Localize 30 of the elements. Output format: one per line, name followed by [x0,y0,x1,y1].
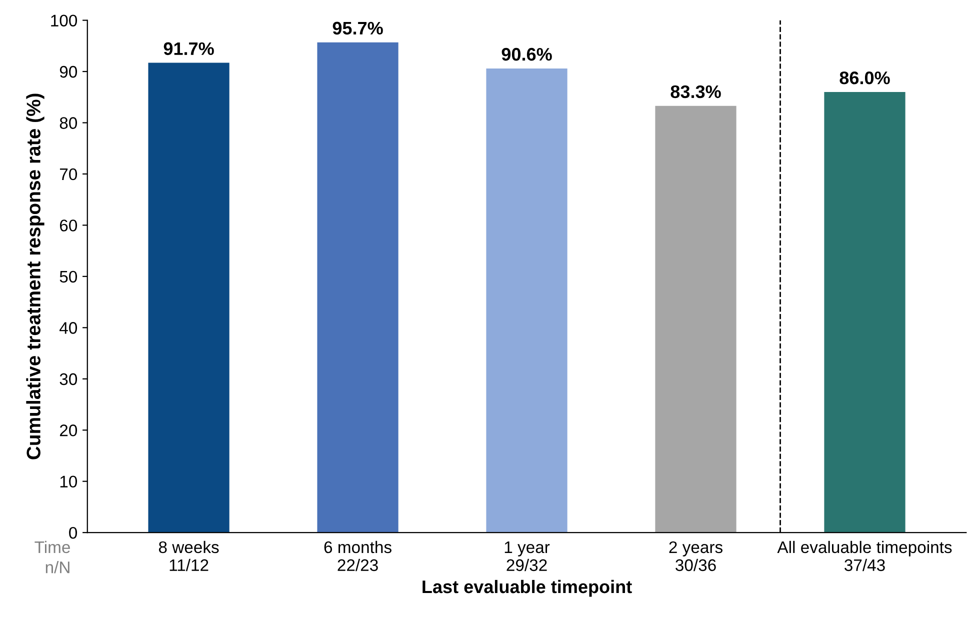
y-tick-label: 90 [60,66,78,78]
x-tick-label: 1 year 29/32 [504,542,550,572]
data-label: 83.3% [670,85,721,98]
y-tick-label: 100 [51,14,78,26]
bar [824,92,906,533]
bar [486,68,568,533]
y-tick-label: 80 [60,117,78,129]
x-axis-title: Last evaluable timepoint [422,580,632,597]
y-tick-label: 60 [60,220,78,232]
y-axis-title: Cumulative treatment response rate (%) [26,94,44,460]
y-tick-label: 40 [60,322,78,334]
text: n/N [46,561,70,574]
y-tick-label: 0 [69,526,78,539]
data-label: 90.6% [502,48,552,61]
y-tick-label: 70 [60,168,78,180]
y-tick-label: 20 [60,424,78,436]
text: Time [34,540,70,554]
x-tick-label: 8 weeks 11/12 [158,540,219,572]
data-label: 95.7% [332,22,383,35]
data-label: 86.0% [840,71,890,84]
bar [148,62,230,533]
bar [655,106,736,533]
data-label: 91.7% [164,42,214,56]
x-tick-label: 6 months 22/23 [324,540,392,572]
x-tick-label: 2 years 30/36 [669,541,722,572]
y-tick-label: 30 [60,373,78,386]
y-tick-label: 50 [60,270,78,283]
x-tick-label: All evaluable timepoints 37/43 [777,540,952,572]
y-tick-label: 10 [60,476,78,488]
bar [317,42,398,533]
